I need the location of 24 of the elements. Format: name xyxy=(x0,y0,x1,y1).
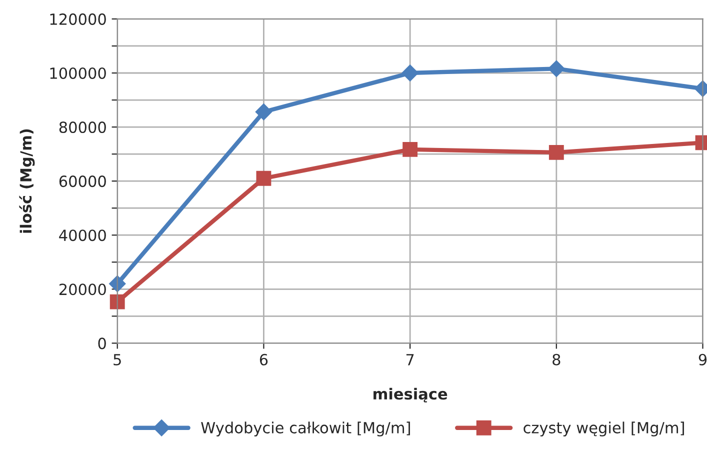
legend-label: Wydobycie całkowit [Mg/m] xyxy=(201,422,410,436)
legend-label: czysty węgiel [Mg/m] xyxy=(524,422,684,436)
y-tick-label: 0 xyxy=(98,338,106,350)
point xyxy=(108,275,126,292)
point xyxy=(402,142,418,157)
x-tick-label: 7 xyxy=(406,354,414,366)
point xyxy=(110,294,125,310)
x-tick-label: 8 xyxy=(552,354,560,366)
x-tick-label: 5 xyxy=(114,354,121,366)
y-axis-title: ilość (Mg/m) xyxy=(19,129,35,233)
point xyxy=(256,170,272,186)
x-tick-label: 6 xyxy=(260,354,268,366)
y-tick-label: 100000 xyxy=(50,67,106,80)
point xyxy=(255,104,272,120)
y-tick-label: 80000 xyxy=(59,121,106,134)
x-tick-label: 9 xyxy=(698,354,707,366)
y-tick-label: 60000 xyxy=(59,176,106,188)
point xyxy=(548,144,564,160)
point xyxy=(402,64,418,82)
x-axis-title: miesiące xyxy=(374,388,448,402)
y-tick-label: 20000 xyxy=(59,284,106,296)
y-tick-label: 120000 xyxy=(50,13,106,25)
point xyxy=(548,60,565,78)
y-tick-label: 40000 xyxy=(59,230,106,242)
